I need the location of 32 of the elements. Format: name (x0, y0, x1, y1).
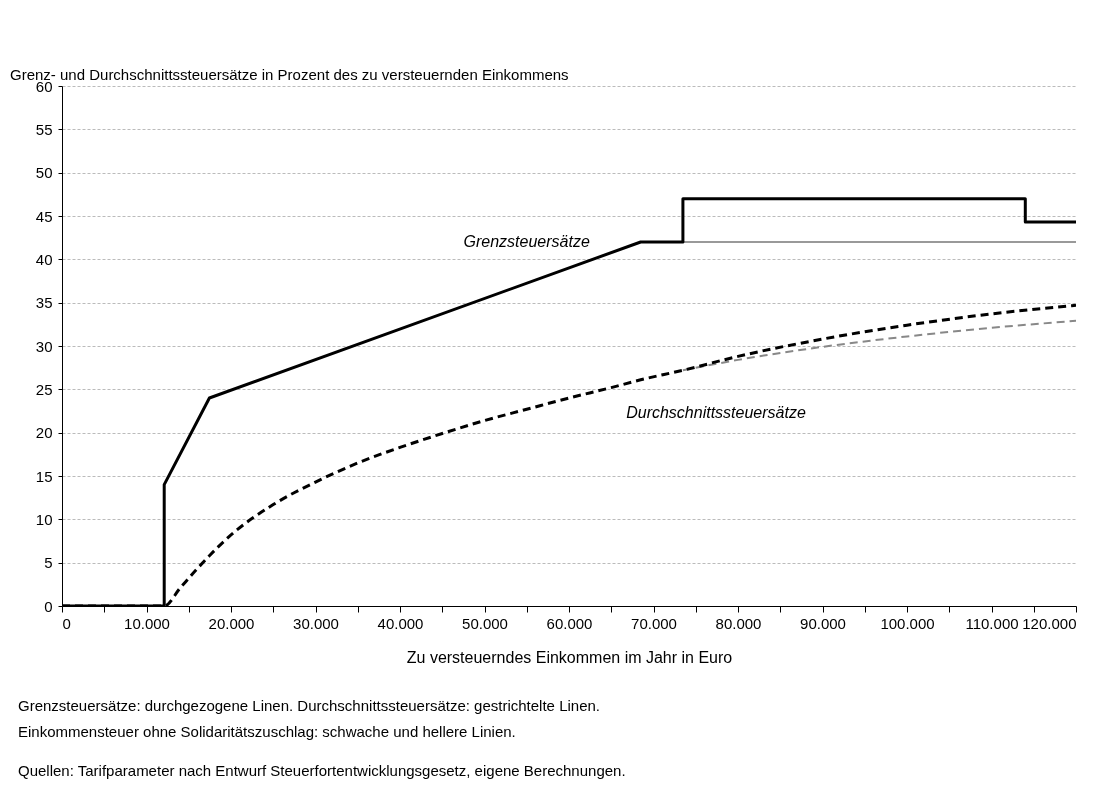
x-tick-label: 120.000 (1022, 614, 1077, 632)
y-tick-label: 0 (44, 597, 53, 615)
x-tick-label: 10.000 (124, 614, 170, 632)
x-tick-label: 0 (62, 614, 71, 632)
x-tick-label: 60.000 (546, 614, 593, 632)
text: Grenzsteuersätze: durchgezogene Linen. Durchschnittssteuersätze: gestrichtelte Linen. (18, 697, 600, 714)
y-tick-label: 15 (35, 467, 53, 485)
x-tick-label: 80.000 (715, 614, 762, 632)
y-tick-label: 35 (35, 294, 53, 312)
text: Einkommensteuer ohne Solidaritätszuschlag: schwache und hellere Linien. (18, 723, 516, 740)
source-note: Quellen: Tarifparameter nach Entwurf Steuerfortentwicklungsgesetz, eigene Berechnungen. (18, 762, 626, 779)
y-tick-label: 50 (35, 164, 53, 182)
series-label: Durchschnittssteuersätze (626, 404, 806, 422)
y-tick-label: 20 (35, 424, 53, 442)
y-tick-label: 25 (35, 380, 53, 398)
y-tick-label: 45 (35, 207, 53, 225)
x-tick-label: 20.000 (208, 614, 255, 632)
y-tick-label: 55 (35, 120, 53, 138)
x-tick-label: 70.000 (631, 614, 677, 632)
y-tick-label: 10 (35, 510, 53, 528)
y-tick-label: 30 (35, 337, 53, 355)
x-axis-title: Zu versteuerndes Einkommen im Jahr in Euro (406, 648, 733, 666)
series-label: Grenzsteuersätze (463, 233, 590, 250)
x-tick-label: 110.000 (965, 614, 1019, 632)
x-tick-label: 30.000 (293, 614, 339, 632)
x-tick-label: 90.000 (800, 614, 846, 632)
x-tick-label: 50.000 (462, 614, 508, 632)
y-tick-label: 5 (44, 554, 53, 572)
x-tick-label: 100.000 (880, 614, 935, 632)
y-tick-label: 40 (35, 250, 53, 268)
chart-title: Grenz- und Durchschnittssteuersätze in Prozent des zu versteuernden Einkommens (10, 66, 569, 83)
x-tick-label: 40.000 (377, 614, 424, 632)
